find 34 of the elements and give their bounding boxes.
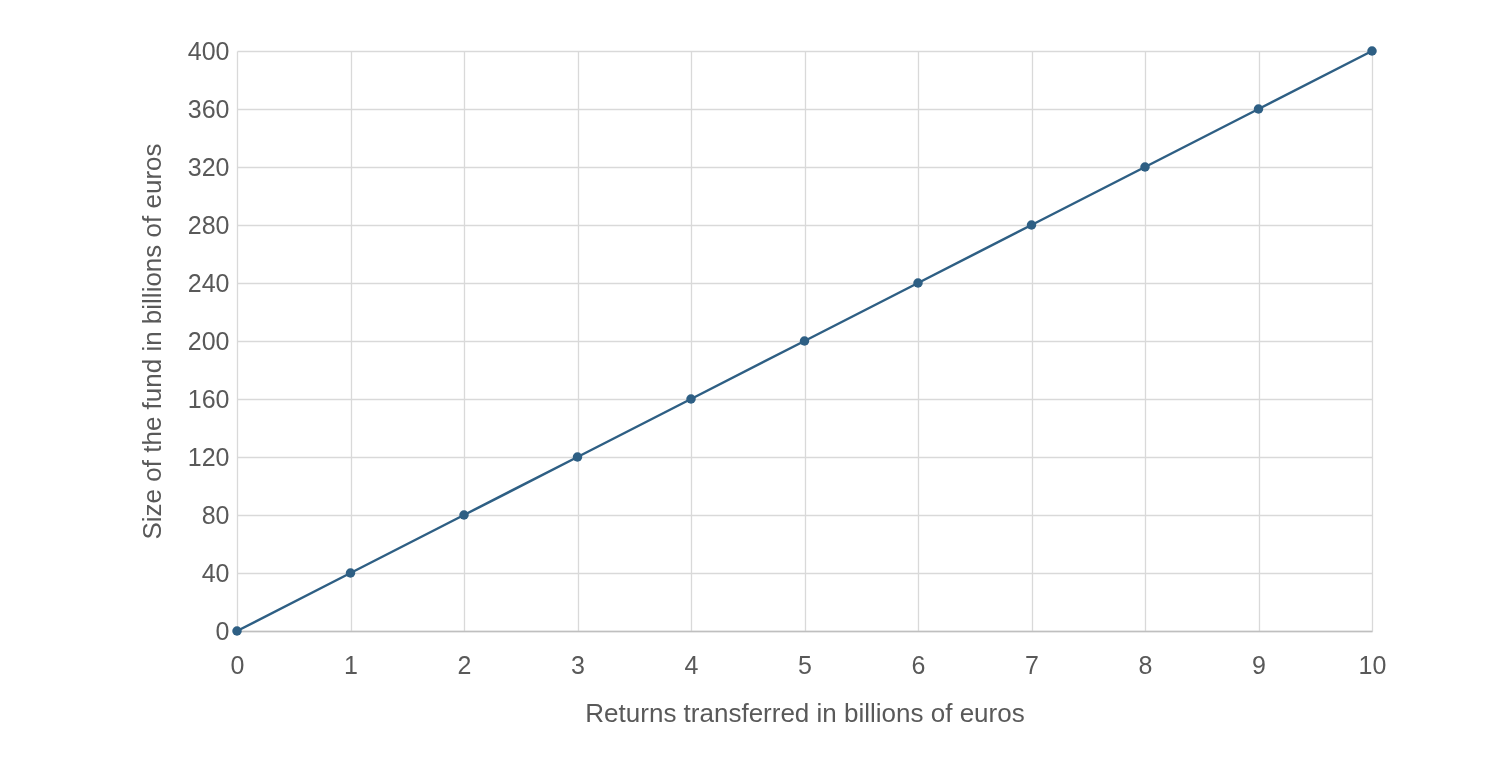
x-tick-label: 10: [1358, 650, 1387, 679]
point: [686, 394, 696, 404]
y-axis-title: Size of the fund in billions of euros: [136, 143, 167, 540]
y-tick-label: 280: [187, 210, 230, 239]
x-tick-label: 5: [798, 650, 812, 679]
point: [572, 452, 583, 462]
point: [345, 568, 356, 578]
y-tick-label: 400: [187, 36, 230, 65]
y-tick-label: 360: [187, 94, 230, 123]
point: [1367, 46, 1377, 56]
y-tick-label: 80: [201, 500, 230, 529]
point: [799, 336, 810, 346]
x-tick-label: 9: [1252, 650, 1266, 679]
x-tick-label: 4: [684, 650, 699, 679]
x-tick-label: 8: [1138, 650, 1153, 679]
point: [1026, 220, 1037, 230]
x-tick-label: 1: [344, 650, 358, 679]
y-tick-label: 320: [187, 152, 230, 181]
x-tick-label: 7: [1025, 650, 1039, 679]
point: [913, 278, 923, 288]
point: [232, 626, 242, 636]
point: [1140, 162, 1150, 172]
y-tick-label: 240: [187, 268, 230, 297]
point: [459, 510, 469, 520]
y-tick-label: 160: [187, 384, 230, 413]
x-tick-label: 6: [911, 650, 926, 679]
x-tick-label: 3: [571, 650, 585, 679]
y-tick-label: 120: [187, 442, 230, 471]
x-axis-title: Returns transferred in billions of euros: [585, 697, 1025, 728]
point: [1253, 104, 1264, 114]
y-tick-label: 0: [215, 616, 230, 645]
y-tick-label: 200: [187, 326, 230, 355]
y-tick-label: 40: [201, 558, 230, 587]
x-tick-label: 2: [457, 650, 472, 679]
